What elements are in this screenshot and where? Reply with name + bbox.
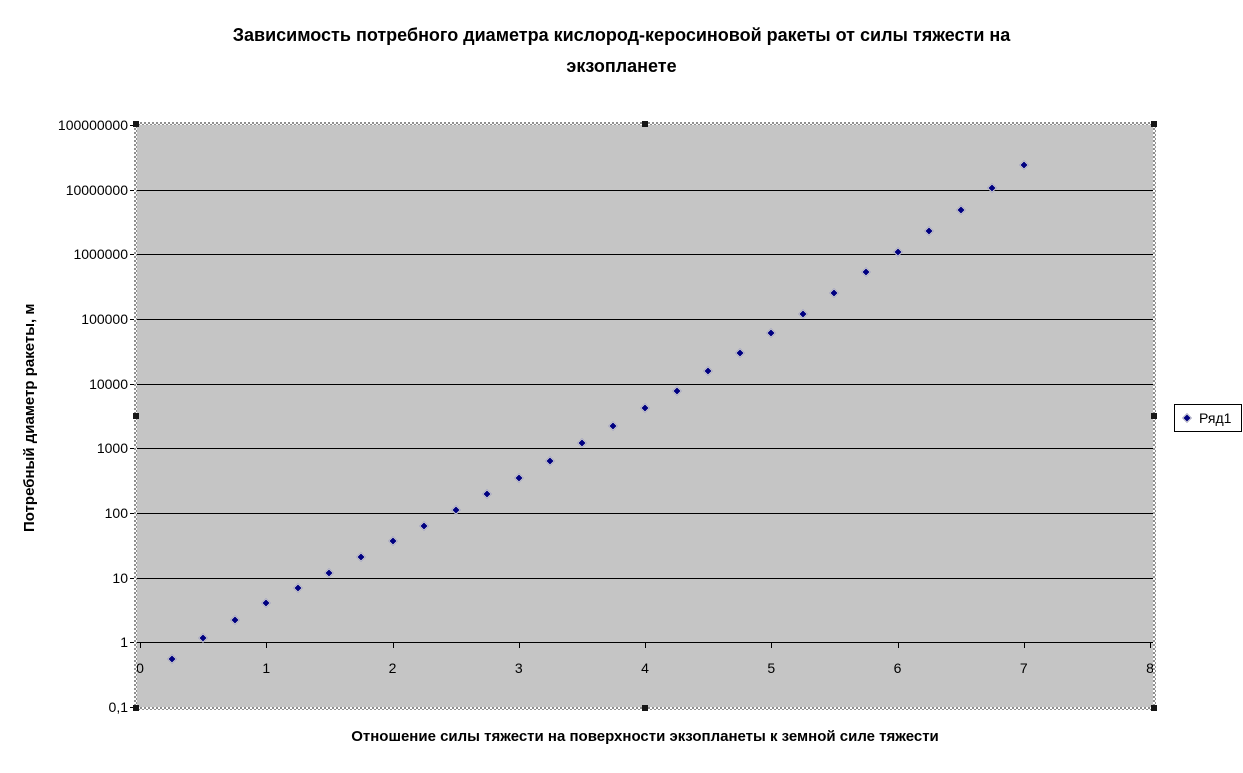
x-axis-tick [897, 642, 899, 648]
x-axis-tick-label[interactable]: 0 [136, 660, 144, 676]
data-point[interactable] [513, 472, 524, 483]
selection-handle-bottom-middle[interactable] [642, 705, 648, 711]
data-point[interactable] [671, 385, 682, 396]
y-axis-tick-label[interactable]: 1000000 [73, 246, 128, 263]
y-axis-tick [130, 642, 137, 644]
y-axis-tick-label[interactable]: 10 [112, 569, 128, 586]
selection-handle-top-right[interactable] [1151, 121, 1157, 127]
x-axis-tick [645, 642, 646, 648]
gridline [137, 189, 1153, 191]
x-axis-tick [392, 642, 394, 648]
data-point[interactable] [545, 455, 556, 466]
y-axis-tick [130, 448, 137, 450]
data-point[interactable] [576, 438, 587, 449]
chart-title-line2: экзопланете [566, 56, 677, 76]
y-axis-tick-label[interactable]: 1000 [96, 440, 128, 457]
data-point[interactable] [955, 204, 966, 215]
y-axis-tick [130, 254, 137, 256]
gridline [137, 254, 1153, 256]
legend[interactable]: Ряд1 [1174, 404, 1242, 432]
x-axis-tick [1150, 642, 1151, 648]
x-axis-tick [518, 642, 520, 648]
plot-area-inner[interactable]: 0 1 2 3 4 5 6 7 8 [136, 125, 1154, 707]
y-axis-tick [130, 513, 137, 514]
chart-title[interactable]: Зависимость потребного диаметра кислород… [0, 20, 1243, 82]
selection-handle-bottom-right[interactable] [1151, 705, 1157, 711]
x-axis-tick-label[interactable]: 7 [1019, 660, 1028, 676]
y-axis-tick [130, 383, 137, 385]
y-axis-tick [130, 577, 137, 579]
data-point[interactable] [924, 225, 935, 236]
y-axis-tick-label[interactable]: 0,1 [108, 699, 128, 715]
data-point[interactable] [987, 183, 998, 194]
data-point[interactable] [860, 267, 871, 278]
x-axis-tick-label[interactable]: 5 [767, 660, 776, 676]
x-axis-tick-label[interactable]: 8 [1146, 660, 1154, 676]
x-axis-tick [140, 642, 141, 648]
data-point[interactable] [482, 488, 493, 499]
selection-handle-middle-right[interactable] [1151, 413, 1157, 419]
data-point[interactable] [1018, 160, 1029, 171]
y-axis-tick-label[interactable]: 10000 [89, 375, 128, 392]
gridline [137, 577, 1153, 579]
gridline [137, 448, 1153, 450]
x-axis-tick-label[interactable]: 3 [514, 660, 523, 676]
y-axis-tick-label[interactable]: 100000 [81, 311, 128, 327]
y-axis-tick-label[interactable]: 1 [120, 634, 128, 651]
data-point[interactable] [703, 366, 714, 377]
gridline [137, 319, 1153, 320]
data-point[interactable] [261, 598, 272, 609]
chart-title-line1: Зависимость потребного диаметра кислород… [232, 25, 1011, 45]
gridline [137, 513, 1153, 514]
data-point[interactable] [608, 421, 619, 432]
x-axis-tick-label[interactable]: 2 [388, 660, 397, 676]
x-axis-tick-label[interactable]: 1 [262, 660, 271, 676]
selection-handle-top-middle[interactable] [642, 121, 648, 127]
data-point[interactable] [387, 535, 398, 546]
y-axis-tick-label[interactable]: 100000000 [57, 117, 128, 133]
data-point[interactable] [734, 347, 745, 358]
y-axis-tick-label[interactable]: 10000000 [65, 181, 128, 198]
x-axis-title[interactable]: Отношение силы тяжести на поверхности эк… [351, 728, 939, 745]
data-point[interactable] [166, 654, 177, 665]
plot-area[interactable]: 0 1 2 3 4 5 6 7 8 [133, 121, 1157, 711]
y-axis-tick [130, 189, 137, 191]
data-point[interactable] [640, 403, 650, 413]
data-point[interactable] [766, 328, 777, 339]
x-axis-tick [1023, 642, 1025, 648]
y-axis-tick [130, 319, 137, 320]
data-point[interactable] [292, 582, 303, 593]
data-point[interactable] [797, 308, 808, 319]
data-point[interactable] [892, 247, 903, 258]
selection-handle-bottom-left[interactable] [133, 705, 139, 711]
y-axis-tick-label[interactable]: 100 [104, 505, 128, 521]
selection-handle-middle-left[interactable] [133, 413, 139, 419]
legend-series-label: Ряд1 [1199, 410, 1232, 426]
x-axis-tick [771, 642, 773, 648]
y-axis-title[interactable]: Потребный диаметр ракеты, м [21, 303, 38, 533]
gridline [137, 383, 1153, 385]
data-point[interactable] [229, 615, 240, 626]
data-point[interactable] [324, 567, 335, 578]
data-point[interactable] [419, 520, 430, 531]
x-axis-tick-label[interactable]: 4 [641, 660, 649, 676]
data-point[interactable] [355, 551, 366, 562]
x-axis-tick [266, 642, 268, 648]
x-axis-tick-label[interactable]: 6 [893, 660, 902, 676]
series-marker-icon [1182, 413, 1192, 423]
selection-handle-top-left[interactable] [133, 121, 139, 127]
data-point[interactable] [829, 288, 840, 299]
